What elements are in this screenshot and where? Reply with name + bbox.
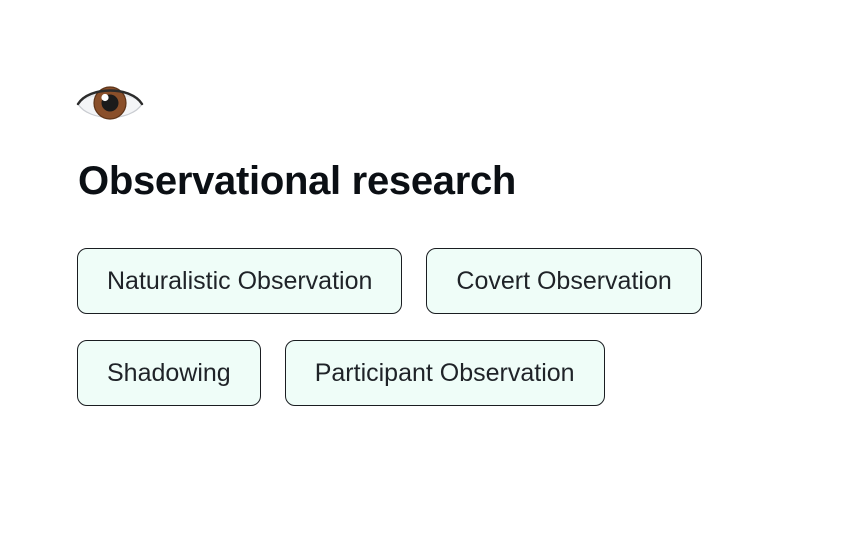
chip-participant-observation[interactable]: Participant Observation	[284, 340, 605, 406]
chip-row: Shadowing Participant Observation	[77, 340, 797, 406]
chip-shadowing[interactable]: Shadowing	[77, 340, 261, 406]
observation-methods-chip-group: Naturalistic Observation Covert Observat…	[77, 248, 797, 432]
chip-naturalistic-observation[interactable]: Naturalistic Observation	[77, 248, 403, 314]
chip-covert-observation[interactable]: Covert Observation	[426, 248, 702, 314]
page-title: Observational research	[78, 159, 517, 203]
eye-icon	[76, 86, 144, 120]
chip-row: Naturalistic Observation Covert Observat…	[77, 248, 797, 314]
